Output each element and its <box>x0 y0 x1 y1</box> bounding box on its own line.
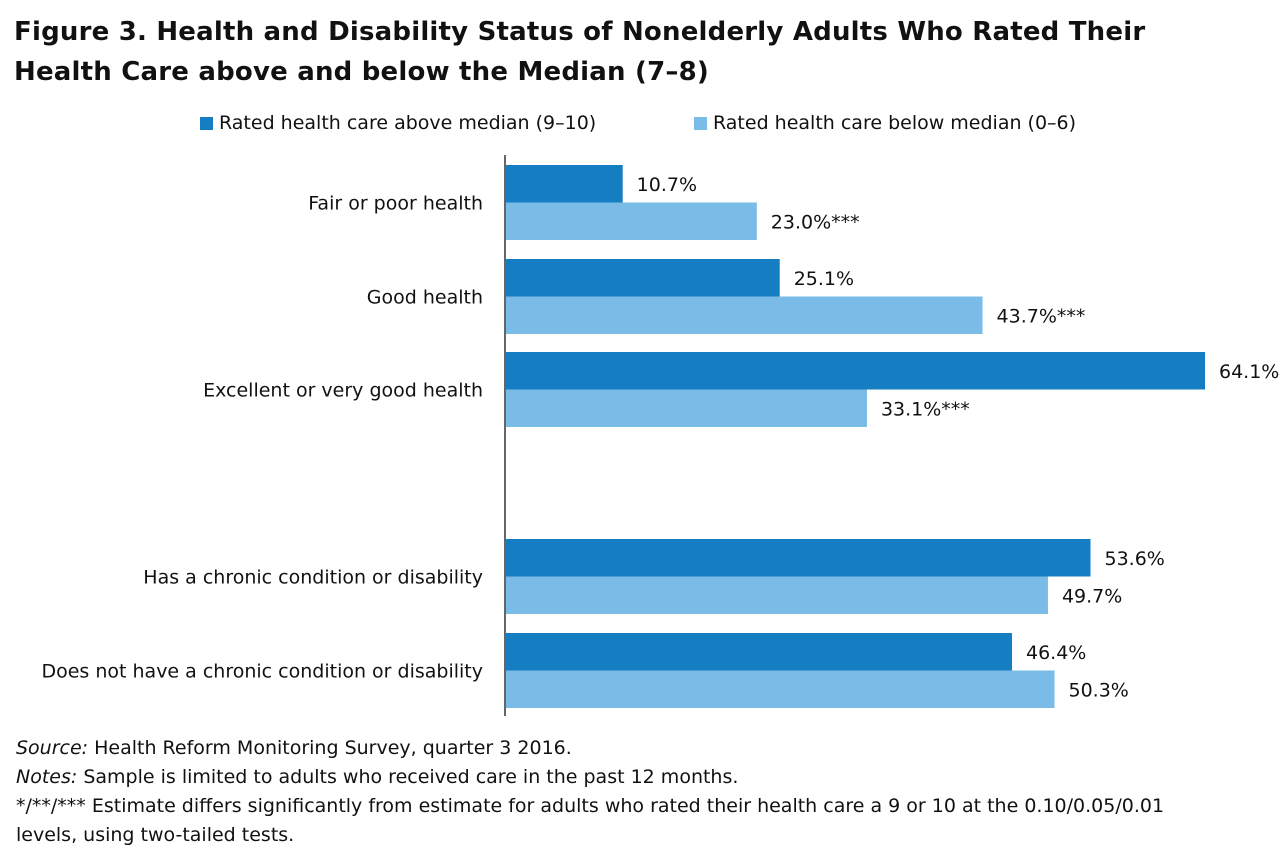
bar-below <box>506 296 983 334</box>
bar-above <box>506 539 1091 577</box>
source-note: Source: Health Reform Monitoring Survey,… <box>16 737 572 759</box>
data-label: 49.7% <box>1062 585 1122 607</box>
legend-item-below: Rated health care below median (0–6) <box>694 112 1076 134</box>
data-label: 33.1%*** <box>881 398 970 420</box>
bar-below <box>506 389 867 427</box>
legend-item-above: Rated health care above median (9–10) <box>200 112 596 134</box>
category-label: Does not have a chronic condition or dis… <box>41 661 483 683</box>
bar-above <box>506 352 1205 390</box>
data-label: 53.6% <box>1104 548 1164 570</box>
data-label: 64.1% <box>1219 361 1279 383</box>
significance-note: */**/*** Estimate differs significantly … <box>16 795 1165 846</box>
legend-swatch-above <box>200 116 213 130</box>
data-label: 25.1% <box>794 268 854 290</box>
notes: Notes: Sample is limited to adults who r… <box>16 766 739 788</box>
chart-title: Figure 3. Health and Disability Status o… <box>14 17 1146 87</box>
bar-below <box>506 670 1055 708</box>
category-label: Excellent or very good health <box>203 380 483 402</box>
bar-above <box>506 633 1012 671</box>
data-label: 43.7%*** <box>997 305 1086 327</box>
bar-below <box>506 576 1048 614</box>
legend-swatch-below <box>694 116 707 130</box>
data-label: 46.4% <box>1026 642 1086 664</box>
category-label: Fair or poor health <box>308 193 483 215</box>
category-label: Has a chronic condition or disability <box>143 567 483 589</box>
data-label: 50.3% <box>1069 679 1129 701</box>
bar-below <box>506 202 757 240</box>
data-label: 23.0%*** <box>771 211 860 233</box>
bar-above <box>506 259 780 297</box>
data-label: 10.7% <box>637 174 697 196</box>
category-label: Good health <box>367 287 483 309</box>
bar-above <box>506 165 623 203</box>
